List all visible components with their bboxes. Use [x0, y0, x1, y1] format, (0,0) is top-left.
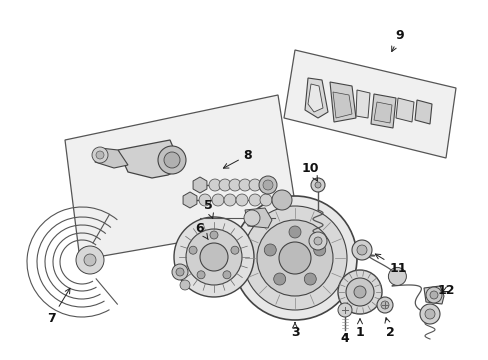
Circle shape: [337, 303, 351, 317]
Circle shape: [158, 146, 185, 174]
Circle shape: [199, 194, 210, 206]
Circle shape: [419, 304, 439, 324]
Polygon shape: [118, 140, 182, 178]
Circle shape: [163, 152, 180, 168]
Circle shape: [314, 182, 320, 188]
Polygon shape: [423, 286, 443, 304]
Circle shape: [387, 267, 406, 285]
Polygon shape: [307, 84, 323, 112]
Polygon shape: [65, 95, 297, 260]
Text: 2: 2: [384, 318, 393, 338]
Polygon shape: [332, 92, 351, 118]
Circle shape: [260, 194, 271, 206]
Text: 11: 11: [374, 254, 406, 274]
Circle shape: [248, 179, 261, 191]
Text: 12: 12: [436, 284, 454, 297]
Circle shape: [92, 147, 108, 163]
Circle shape: [346, 278, 373, 306]
Circle shape: [84, 254, 96, 266]
Circle shape: [257, 220, 332, 296]
Circle shape: [380, 301, 388, 309]
Polygon shape: [284, 50, 455, 158]
Circle shape: [356, 245, 366, 255]
Circle shape: [197, 271, 204, 279]
Text: 7: 7: [47, 288, 70, 324]
Circle shape: [228, 179, 241, 191]
Text: 5: 5: [203, 198, 213, 219]
Polygon shape: [305, 78, 327, 118]
Circle shape: [310, 178, 325, 192]
Circle shape: [76, 246, 104, 274]
Circle shape: [244, 210, 260, 226]
Text: 10: 10: [301, 162, 318, 181]
Circle shape: [288, 226, 301, 238]
Circle shape: [353, 286, 365, 298]
Polygon shape: [373, 102, 391, 123]
Circle shape: [176, 268, 183, 276]
Circle shape: [264, 244, 276, 256]
Circle shape: [263, 180, 272, 190]
Circle shape: [212, 194, 224, 206]
Circle shape: [248, 194, 261, 206]
Circle shape: [243, 206, 346, 310]
Circle shape: [224, 194, 236, 206]
Polygon shape: [183, 192, 197, 208]
Circle shape: [230, 246, 239, 254]
Circle shape: [259, 176, 276, 194]
Text: 6: 6: [195, 221, 208, 239]
Text: 4: 4: [340, 332, 348, 345]
Circle shape: [180, 280, 190, 290]
Circle shape: [208, 179, 221, 191]
Circle shape: [425, 287, 441, 303]
Circle shape: [304, 273, 316, 285]
Circle shape: [236, 194, 247, 206]
Circle shape: [239, 179, 250, 191]
Polygon shape: [95, 148, 128, 168]
Polygon shape: [329, 82, 355, 122]
Circle shape: [313, 244, 325, 256]
Text: 9: 9: [391, 28, 404, 51]
Circle shape: [209, 231, 218, 239]
Circle shape: [223, 271, 230, 279]
Circle shape: [337, 270, 381, 314]
Circle shape: [189, 246, 197, 254]
Polygon shape: [193, 177, 206, 193]
Circle shape: [376, 297, 392, 313]
Circle shape: [273, 273, 285, 285]
Polygon shape: [395, 98, 413, 122]
Circle shape: [271, 190, 291, 210]
Polygon shape: [370, 94, 395, 128]
Circle shape: [279, 242, 310, 274]
Circle shape: [172, 264, 187, 280]
Circle shape: [313, 237, 321, 245]
Circle shape: [232, 196, 356, 320]
Circle shape: [308, 232, 326, 250]
Text: 3: 3: [290, 323, 299, 338]
Circle shape: [351, 240, 371, 260]
Text: 8: 8: [223, 149, 252, 168]
Polygon shape: [414, 100, 431, 124]
Circle shape: [424, 309, 434, 319]
Circle shape: [185, 229, 242, 285]
Circle shape: [174, 217, 253, 297]
Circle shape: [200, 243, 227, 271]
Text: 1: 1: [355, 319, 364, 338]
Circle shape: [219, 179, 230, 191]
Polygon shape: [355, 90, 369, 118]
Circle shape: [429, 291, 437, 299]
Polygon shape: [244, 208, 271, 228]
Circle shape: [96, 151, 104, 159]
